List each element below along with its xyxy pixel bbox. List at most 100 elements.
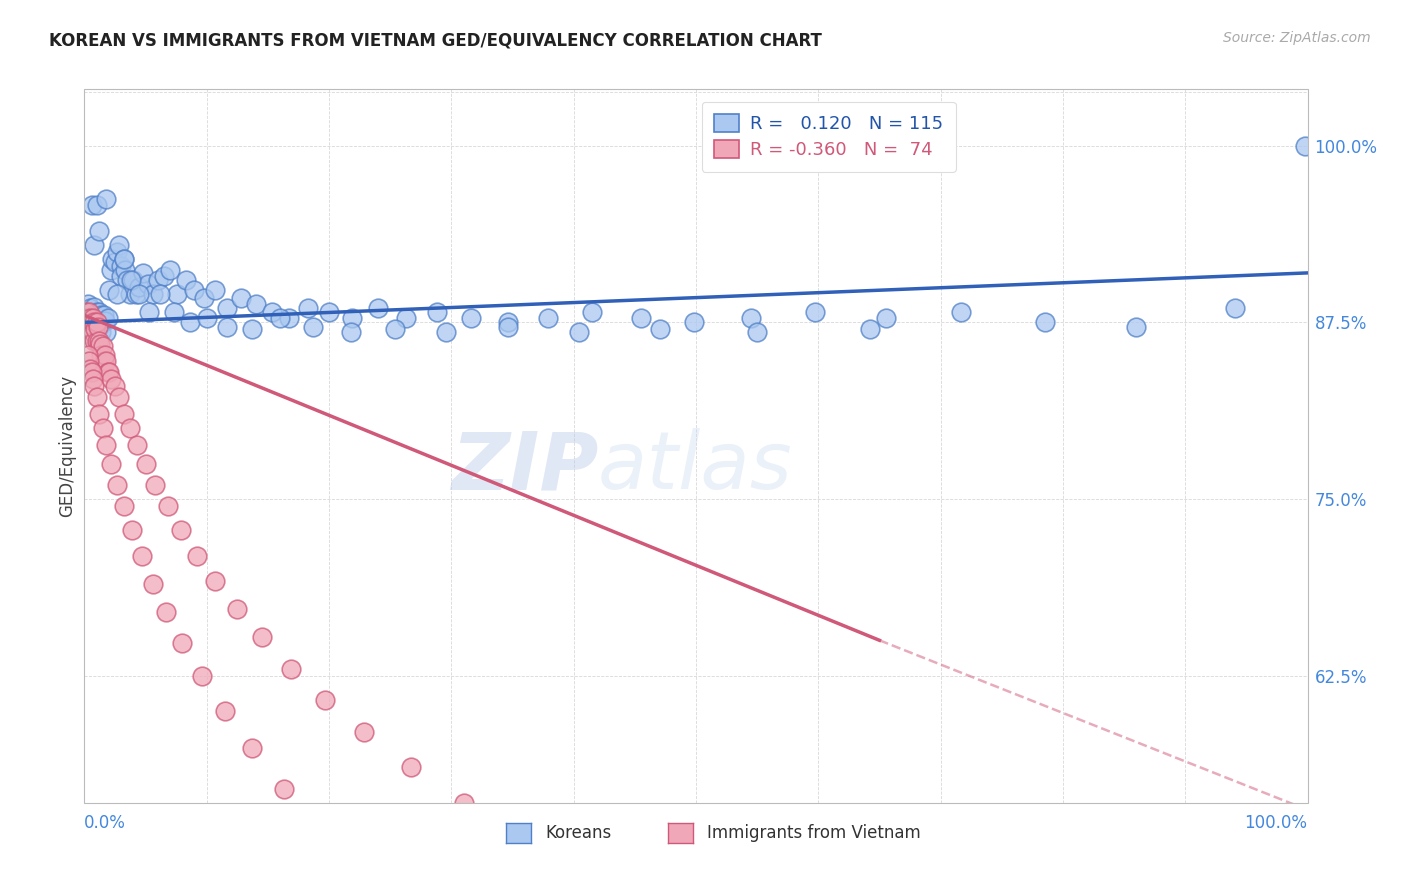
- Point: [581, 305, 603, 319]
- Point: [112, 499, 135, 513]
- Point: [453, 796, 475, 810]
- Point: [186, 549, 208, 563]
- Point: [110, 268, 132, 283]
- Point: [83, 379, 105, 393]
- Point: [83, 315, 105, 329]
- Point: [83, 311, 105, 326]
- Text: KOREAN VS IMMIGRANTS FROM VIETNAM GED/EQUIVALENCY CORRELATION CHART: KOREAN VS IMMIGRANTS FROM VIETNAM GED/EQ…: [49, 31, 823, 49]
- Point: [86, 315, 108, 329]
- Point: [82, 329, 104, 343]
- Point: [79, 311, 101, 326]
- Point: [384, 322, 406, 336]
- Point: [280, 662, 302, 676]
- Text: Immigrants from Vietnam: Immigrants from Vietnam: [707, 824, 921, 842]
- Point: [77, 322, 100, 336]
- Point: [136, 277, 159, 292]
- Point: [195, 311, 218, 326]
- Point: [105, 287, 128, 301]
- Point: [76, 305, 98, 319]
- Point: [77, 308, 100, 322]
- Point: [115, 273, 138, 287]
- Point: [314, 692, 336, 706]
- Point: [82, 308, 104, 322]
- Point: [950, 305, 973, 319]
- Point: [87, 334, 110, 348]
- Point: [79, 325, 101, 339]
- Point: [77, 297, 100, 311]
- Point: [79, 362, 101, 376]
- Point: [183, 283, 205, 297]
- Point: [166, 287, 188, 301]
- Point: [77, 325, 100, 339]
- Point: [100, 372, 122, 386]
- Point: [101, 252, 124, 266]
- Point: [399, 760, 422, 774]
- Point: [318, 305, 340, 319]
- Point: [107, 390, 129, 404]
- Point: [77, 314, 100, 328]
- Text: ZIP: ZIP: [451, 428, 598, 507]
- Point: [342, 311, 364, 326]
- Point: [84, 325, 107, 339]
- Text: Koreans: Koreans: [546, 824, 612, 842]
- Point: [146, 273, 169, 287]
- Point: [273, 781, 295, 796]
- Point: [193, 291, 215, 305]
- Point: [94, 348, 117, 362]
- Point: [226, 602, 249, 616]
- Point: [77, 348, 100, 362]
- Point: [76, 322, 98, 336]
- Point: [1294, 138, 1316, 153]
- Point: [740, 311, 762, 326]
- Legend: R =   0.120   N = 115, R = -0.360   N =  74: R = 0.120 N = 115, R = -0.360 N = 74: [702, 102, 956, 172]
- Point: [496, 315, 519, 329]
- Point: [1033, 315, 1056, 329]
- Point: [128, 287, 150, 301]
- Point: [87, 407, 110, 421]
- Point: [155, 605, 177, 619]
- Point: [340, 325, 363, 339]
- Point: [229, 291, 252, 305]
- Point: [76, 322, 98, 336]
- Point: [138, 305, 160, 319]
- Point: [1125, 319, 1147, 334]
- Point: [1225, 301, 1247, 316]
- Point: [80, 315, 103, 329]
- Point: [496, 319, 519, 334]
- Point: [120, 273, 142, 287]
- Point: [172, 636, 194, 650]
- Point: [89, 336, 111, 351]
- Point: [170, 523, 193, 537]
- Point: [240, 740, 263, 755]
- Point: [86, 314, 108, 328]
- Point: [118, 287, 141, 301]
- Point: [156, 499, 179, 513]
- Point: [84, 315, 107, 329]
- Point: [250, 631, 273, 645]
- Point: [567, 325, 589, 339]
- Point: [436, 325, 458, 339]
- Point: [80, 329, 103, 343]
- Point: [97, 365, 120, 379]
- Point: [97, 311, 120, 326]
- Point: [90, 348, 112, 362]
- Point: [77, 305, 100, 319]
- Point: [84, 322, 107, 336]
- Point: [96, 353, 118, 368]
- Point: [77, 353, 100, 368]
- Point: [76, 311, 98, 326]
- Point: [86, 334, 108, 348]
- Point: [87, 311, 110, 326]
- Point: [87, 223, 110, 237]
- Point: [105, 478, 128, 492]
- Point: [79, 325, 101, 339]
- Point: [75, 305, 97, 319]
- Point: [104, 379, 127, 393]
- Point: [90, 308, 112, 322]
- Point: [100, 263, 122, 277]
- Point: [650, 322, 672, 336]
- Point: [395, 311, 418, 326]
- Point: [179, 315, 201, 329]
- Point: [97, 365, 120, 379]
- Point: [875, 311, 897, 326]
